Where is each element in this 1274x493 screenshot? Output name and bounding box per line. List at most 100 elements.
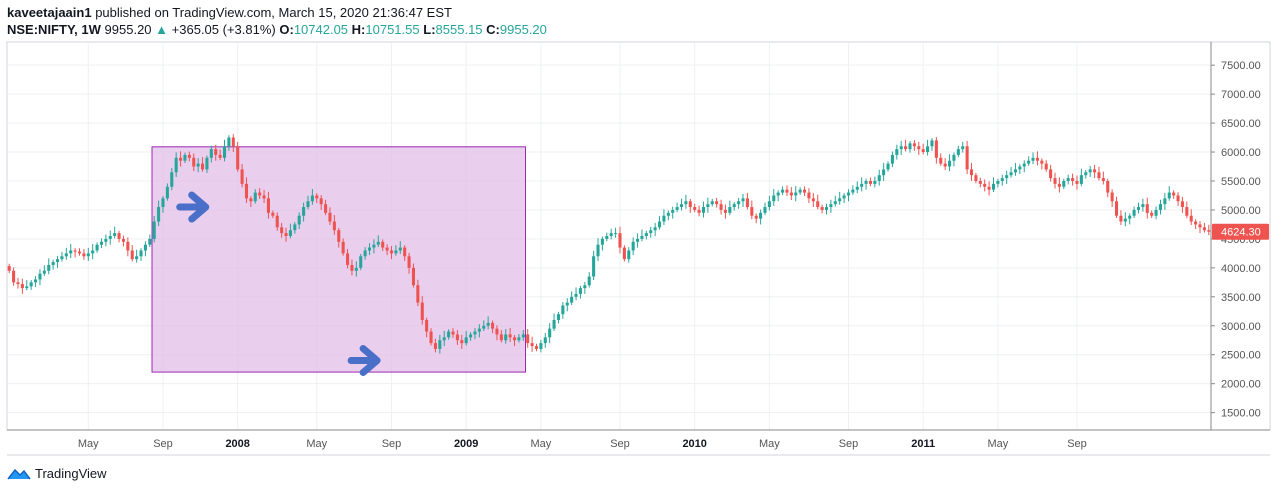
candle-body — [222, 146, 227, 158]
candle-body — [1013, 169, 1017, 173]
candle — [1158, 199, 1163, 215]
candle — [846, 189, 851, 202]
candle-body — [179, 157, 183, 161]
candle — [578, 285, 582, 299]
candle — [1031, 152, 1035, 165]
candle-body — [1053, 178, 1057, 184]
candle-body — [346, 253, 350, 265]
candle-body — [157, 207, 161, 222]
candle-body — [1097, 172, 1101, 179]
y-tick-label: 2500.00 — [1221, 350, 1261, 362]
candle-body — [943, 163, 947, 167]
candle-body — [187, 154, 191, 158]
candle-body — [868, 180, 872, 184]
candle-body — [227, 137, 231, 147]
candle — [293, 222, 297, 234]
candle-body — [833, 201, 837, 205]
candle-body — [534, 346, 539, 349]
candle-body — [895, 149, 899, 155]
candle — [781, 186, 785, 195]
footer-brand[interactable]: TradingView — [7, 466, 107, 481]
candle — [1009, 166, 1013, 178]
candle — [978, 177, 982, 188]
candle-body — [20, 284, 24, 289]
candle — [1110, 189, 1114, 208]
candle-body — [192, 157, 196, 167]
author-name[interactable]: kaveetajaain1 — [7, 5, 92, 20]
candle-body — [411, 267, 415, 286]
candle-body — [130, 250, 134, 260]
candle — [1018, 164, 1022, 175]
current-price-text: 4624.30 — [1221, 227, 1261, 239]
candle — [205, 155, 209, 173]
candle — [135, 249, 139, 263]
candle — [1035, 151, 1039, 166]
candle — [438, 334, 442, 354]
candle — [1123, 212, 1127, 227]
candle — [794, 186, 798, 202]
candle — [921, 143, 925, 155]
y-tick-label: 6500.00 — [1221, 118, 1261, 130]
candle — [860, 177, 864, 192]
candle — [807, 188, 811, 203]
candle-body — [820, 207, 824, 210]
candle-body — [451, 331, 455, 335]
candle-body — [121, 238, 125, 242]
candle-body — [262, 195, 266, 199]
candle — [1141, 198, 1145, 212]
candle-body — [530, 343, 534, 347]
candle — [332, 215, 336, 235]
candle-body — [108, 236, 112, 239]
candle-body — [548, 328, 552, 338]
candle-body — [1031, 157, 1035, 161]
candle-body — [214, 149, 218, 155]
candle — [1207, 224, 1211, 236]
candle-body — [1167, 192, 1171, 199]
candle — [16, 277, 20, 289]
candle-body — [728, 207, 732, 213]
candle-body — [38, 273, 42, 280]
candle-body — [161, 198, 165, 208]
candle — [1172, 190, 1176, 199]
candle-body — [807, 192, 811, 199]
candle-body — [367, 247, 372, 251]
candle-body — [983, 183, 987, 187]
candle-body — [798, 189, 802, 193]
candle-body — [183, 154, 187, 161]
candle-body — [789, 192, 793, 196]
x-tick-label: May — [759, 438, 780, 450]
candle-body — [1093, 169, 1097, 173]
candle — [609, 228, 613, 240]
candle-body — [719, 204, 723, 210]
candle — [969, 162, 974, 181]
candle-body — [310, 195, 314, 202]
x-tick-label: Sep — [839, 438, 859, 450]
candle-body — [614, 233, 618, 235]
candle-body — [1005, 175, 1009, 179]
candle-body — [776, 192, 780, 196]
candle — [1202, 222, 1206, 233]
candle — [337, 227, 341, 248]
candle — [319, 194, 323, 210]
low-value: 8555.15 — [435, 22, 483, 37]
candle-body — [425, 319, 429, 332]
candle — [789, 187, 793, 201]
candle — [95, 242, 99, 253]
candle — [187, 151, 191, 162]
candle-body — [328, 212, 332, 222]
candle-body — [266, 198, 270, 213]
candle — [556, 311, 561, 324]
candle — [886, 161, 890, 172]
candle-body — [350, 264, 354, 271]
candle-body — [605, 236, 609, 239]
candle-body — [1114, 201, 1119, 216]
candle — [1093, 165, 1097, 179]
y-tick-label: 2000.00 — [1221, 379, 1261, 391]
candle-body — [974, 175, 978, 181]
candle — [363, 247, 367, 260]
candle — [974, 172, 978, 184]
candle-body — [438, 340, 442, 349]
publish-line: kaveetajaain1 published on TradingView.c… — [7, 5, 452, 20]
candle — [679, 198, 684, 211]
